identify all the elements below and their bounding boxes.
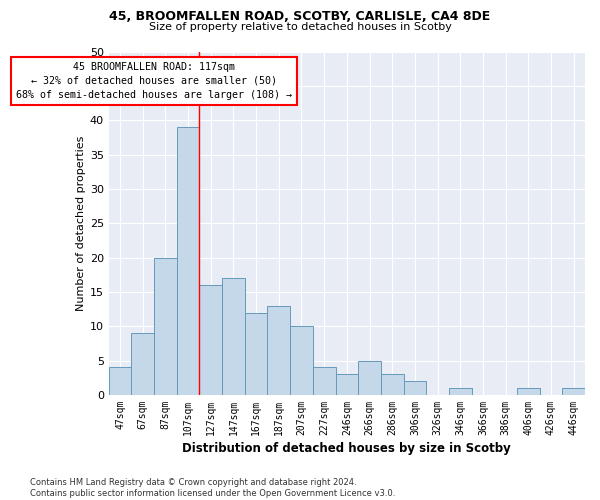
Bar xyxy=(268,306,290,395)
Bar xyxy=(335,374,358,395)
Bar xyxy=(358,360,381,395)
Bar xyxy=(109,368,131,395)
Bar xyxy=(177,127,199,395)
Text: Size of property relative to detached houses in Scotby: Size of property relative to detached ho… xyxy=(149,22,451,32)
Bar xyxy=(199,285,222,395)
Bar xyxy=(222,278,245,395)
Bar xyxy=(449,388,472,395)
Bar xyxy=(131,333,154,395)
Bar xyxy=(381,374,404,395)
Bar xyxy=(154,258,177,395)
Bar xyxy=(404,381,426,395)
Bar xyxy=(245,312,268,395)
Bar xyxy=(313,368,335,395)
Text: Contains HM Land Registry data © Crown copyright and database right 2024.
Contai: Contains HM Land Registry data © Crown c… xyxy=(30,478,395,498)
X-axis label: Distribution of detached houses by size in Scotby: Distribution of detached houses by size … xyxy=(182,442,511,455)
Text: 45 BROOMFALLEN ROAD: 117sqm
← 32% of detached houses are smaller (50)
68% of sem: 45 BROOMFALLEN ROAD: 117sqm ← 32% of det… xyxy=(16,62,292,100)
Text: 45, BROOMFALLEN ROAD, SCOTBY, CARLISLE, CA4 8DE: 45, BROOMFALLEN ROAD, SCOTBY, CARLISLE, … xyxy=(109,10,491,23)
Bar xyxy=(562,388,585,395)
Bar xyxy=(290,326,313,395)
Y-axis label: Number of detached properties: Number of detached properties xyxy=(76,136,86,311)
Bar xyxy=(517,388,539,395)
